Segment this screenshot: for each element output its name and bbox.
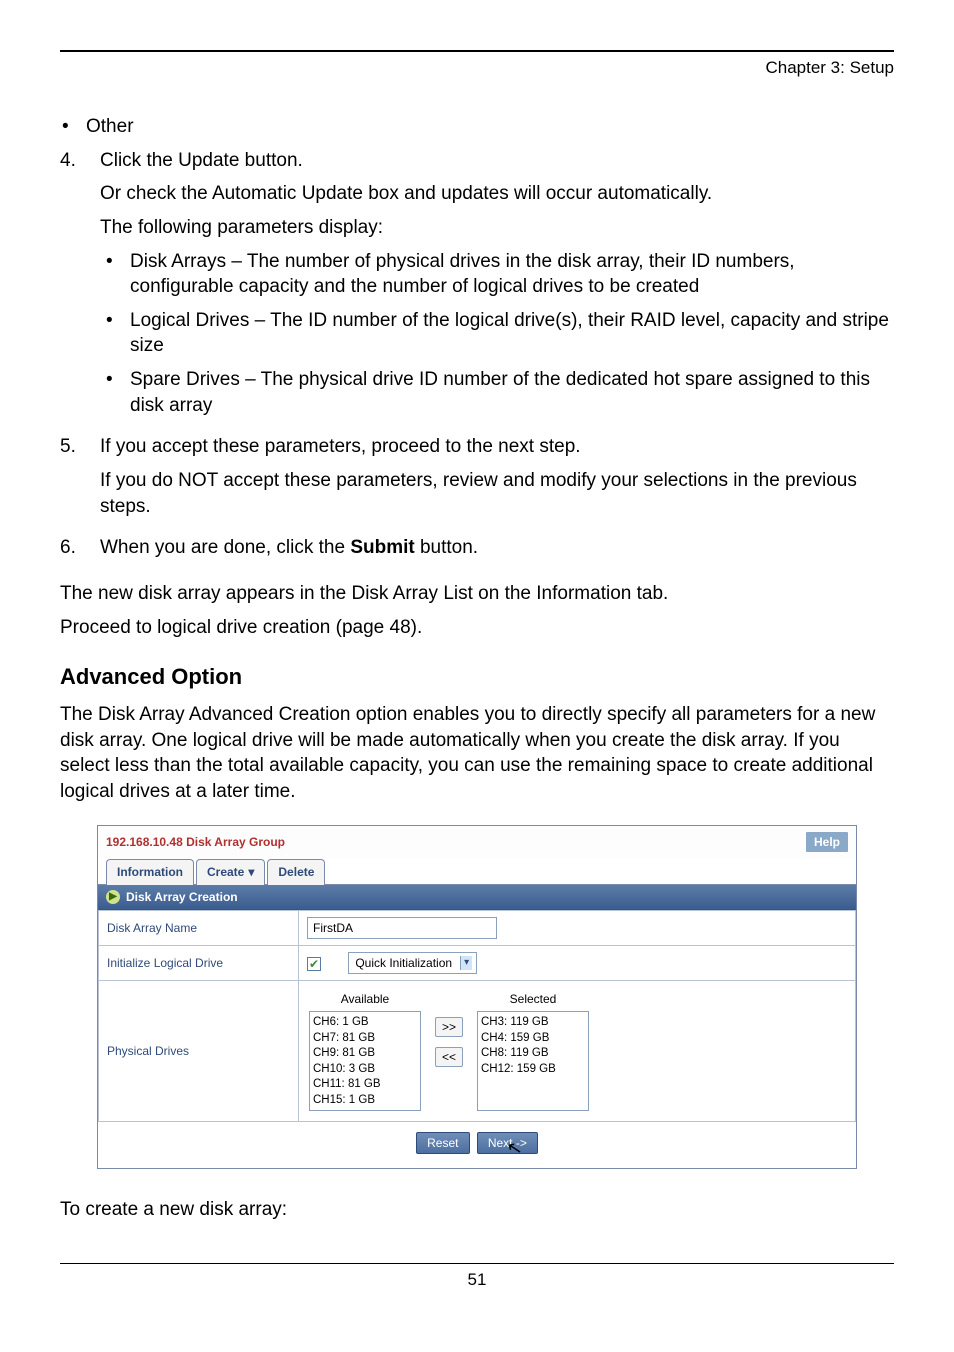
selected-label: Selected [510,991,557,1007]
selected-listbox[interactable]: CH3: 119 GB CH4: 159 GB CH8: 119 GB CH12… [477,1011,589,1111]
tab-information[interactable]: Information [106,859,194,885]
step5-p1: If you do NOT accept these parameters, r… [100,468,894,519]
step5-text: If you accept these parameters, proceed … [100,434,894,460]
list-item[interactable]: CH6: 1 GB [313,1015,417,1031]
list-item[interactable]: CH10: 3 GB [313,1062,417,1078]
list-item[interactable]: CH3: 119 GB [481,1015,585,1031]
section-bar: ▶ Disk Array Creation [98,884,856,910]
step6-post: button. [415,537,478,558]
tab-delete[interactable]: Delete [267,859,325,885]
chevron-down-icon: ▾ [460,956,472,970]
chevron-down-icon: ▾ [248,865,254,879]
step4-p1: Or check the Automatic Update box and up… [100,181,894,207]
move-left-button[interactable]: << [435,1047,463,1067]
tab-create[interactable]: Create ▾ [196,859,265,885]
after-para-1: The new disk array appears in the Disk A… [60,581,894,607]
available-label: Available [341,991,389,1007]
panel-title: 192.168.10.48 Disk Array Group [106,834,285,850]
advanced-option-heading: Advanced Option [60,662,894,692]
disk-array-name-label: Disk Array Name [99,910,299,945]
advanced-option-para: The Disk Array Advanced Creation option … [60,702,894,805]
step4-bullet1: Disk Arrays – The number of physical dri… [104,249,894,300]
list-item[interactable]: CH9: 81 GB [313,1046,417,1062]
step6-bold: Submit [350,537,414,558]
list-item[interactable]: CH15: 1 GB [313,1093,417,1109]
reset-button[interactable]: Reset [416,1132,469,1154]
available-listbox[interactable]: CH6: 1 GB CH7: 81 GB CH9: 81 GB CH10: 3 … [309,1011,421,1111]
step6-pre: When you are done, click the [100,537,350,558]
disk-array-panel: 192.168.10.48 Disk Array Group Help Info… [97,825,857,1170]
step4-text: Click the Update button. [100,148,894,174]
step5-number: 5. [60,434,100,527]
chapter-title: Chapter 3: Setup [60,58,894,78]
page-number: 51 [60,1263,894,1290]
after-shot-para: To create a new disk array: [60,1197,894,1223]
step6-text: When you are done, click the Submit butt… [100,535,894,561]
tab-create-label: Create [207,865,244,879]
list-item[interactable]: CH11: 81 GB [313,1077,417,1093]
list-item[interactable]: CH8: 119 GB [481,1046,585,1062]
after-para-2: Proceed to logical drive creation (page … [60,615,894,641]
list-item[interactable]: CH4: 159 GB [481,1031,585,1047]
step4-p2: The following parameters display: [100,215,894,241]
disk-array-name-input[interactable] [307,917,497,939]
help-button[interactable]: Help [806,832,848,852]
init-dropdown[interactable]: Quick Initialization ▾ [348,952,477,974]
physical-drives-label: Physical Drives [99,981,299,1122]
step4-bullet2: Logical Drives – The ID number of the lo… [104,308,894,359]
bullet-other: Other [60,114,894,140]
move-right-button[interactable]: >> [435,1017,463,1037]
arrow-right-icon: ▶ [106,890,120,904]
init-logical-drive-label: Initialize Logical Drive [99,945,299,980]
list-item[interactable]: CH12: 159 GB [481,1062,585,1078]
step4-number: 4. [60,148,100,427]
init-checkbox[interactable]: ✔ [307,957,321,971]
step4-bullet3: Spare Drives – The physical drive ID num… [104,367,894,418]
init-dropdown-value: Quick Initialization [355,955,452,971]
list-item[interactable]: CH7: 81 GB [313,1031,417,1047]
section-bar-label: Disk Array Creation [126,889,238,905]
step6-number: 6. [60,535,100,569]
